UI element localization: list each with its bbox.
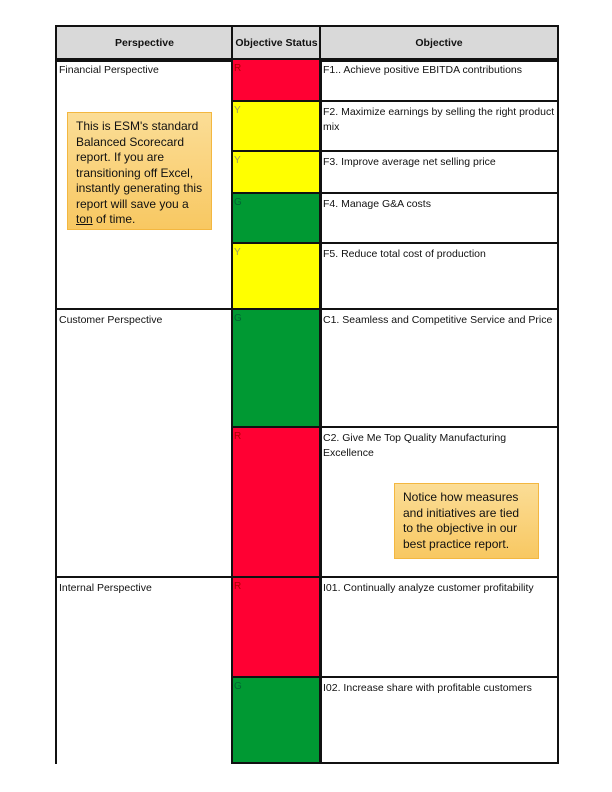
status-cell: Y: [231, 242, 322, 310]
header-objective: Objective: [319, 25, 559, 62]
objective-cell: I01. Continually analyze customer profit…: [319, 576, 559, 678]
objective-cell: C1. Seamless and Competitive Service and…: [319, 308, 559, 428]
objective-cell: F3. Improve average net selling price: [319, 150, 559, 194]
status-cell: R: [231, 58, 322, 102]
objective-cell: F2. Maximize earnings by selling the rig…: [319, 100, 559, 152]
objective-cell: I02. Increase share with profitable cust…: [319, 676, 559, 764]
status-cell: Y: [231, 150, 322, 194]
status-cell: Y: [231, 100, 322, 152]
status-cell: G: [231, 308, 322, 428]
perspective-label: Internal Perspective: [59, 582, 152, 594]
status-cell: G: [231, 676, 322, 764]
callout-standard-report: This is ESM's standard Balanced Scorecar…: [67, 112, 212, 230]
perspective-label: Customer Perspective: [59, 314, 163, 326]
callout-text: This is ESM's standard Balanced Scorecar…: [76, 119, 203, 211]
callout-measures-tied: Notice how measures and initiatives are …: [394, 483, 539, 559]
objective-cell: F5. Reduce total cost of production: [319, 242, 559, 310]
perspective-cell: Customer Perspective: [55, 308, 234, 578]
status-cell: R: [231, 576, 322, 678]
header-objective-status: Objective Status: [231, 25, 322, 62]
status-cell: G: [231, 192, 322, 244]
perspective-label: Financial Perspective: [59, 64, 159, 76]
objective-cell: F1.. Achieve positive EBITDA contributio…: [319, 58, 559, 102]
objective-cell: F4. Manage G&A costs: [319, 192, 559, 244]
callout-underlined: ton: [76, 212, 93, 226]
perspective-cell: Internal Perspective: [55, 576, 234, 764]
status-cell: R: [231, 426, 322, 578]
header-perspective: Perspective: [55, 25, 234, 62]
callout-text-end: of time.: [92, 212, 136, 226]
